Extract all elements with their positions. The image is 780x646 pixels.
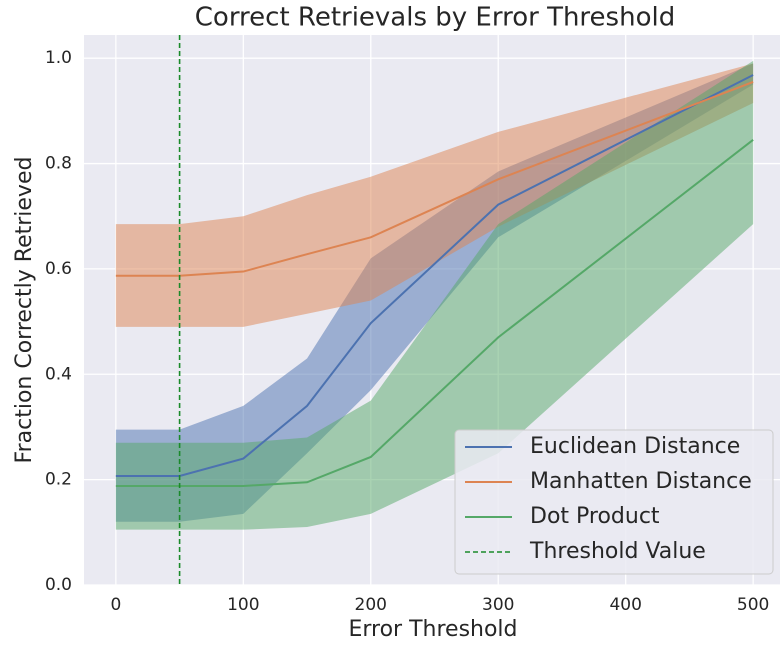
x-tick-label: 500: [737, 595, 769, 615]
legend: Euclidean Distance Manhatten Distance Dot …: [454, 429, 774, 575]
x-tick-label: 400: [609, 595, 641, 615]
y-tick-label: 0.2: [45, 470, 72, 490]
y-tick-label: 0.8: [45, 154, 72, 174]
confidence-band: [115, 63, 754, 327]
y-axis-label: Fraction Correctly Retrieved: [12, 157, 37, 464]
chart-title: Correct Retrievals by Error Threshold: [195, 3, 675, 33]
y-tick-label: 0.0: [45, 575, 72, 595]
legend-label: Manhatten Distance: [530, 469, 752, 494]
x-tick-label: 200: [355, 595, 387, 615]
legend-label: Euclidean Distance: [530, 434, 740, 459]
y-tick-label: 1.0: [45, 48, 72, 68]
x-tick-label: 0: [110, 595, 121, 615]
legend-label: Threshold Value: [529, 539, 706, 564]
plot: [115, 35, 754, 585]
y-tick-label: 0.6: [45, 259, 72, 279]
confidence-band: [115, 60, 754, 530]
x-tick-label: 300: [482, 595, 514, 615]
y-tick-label: 0.4: [45, 364, 72, 384]
x-axis-label: Error Threshold: [348, 617, 517, 642]
legend-label: Dot Product: [530, 504, 660, 529]
x-tick-label: 100: [227, 595, 259, 615]
legend-box: [454, 429, 774, 575]
